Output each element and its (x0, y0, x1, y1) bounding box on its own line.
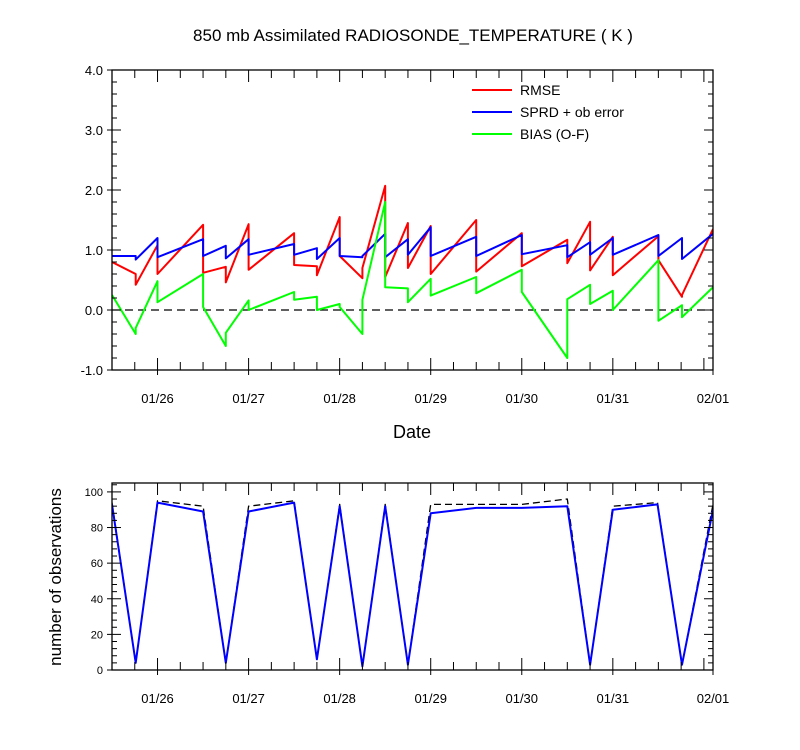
top-y-tick-label: 2.0 (85, 183, 103, 198)
top-legend-label: BIAS (O-F) (520, 126, 589, 142)
bottom-y-tick-label: 80 (91, 523, 103, 535)
top-y-tick-label: -1.0 (81, 363, 103, 378)
top-y-tick-label: 0.0 (85, 303, 103, 318)
bottom-x-tick-label: 01/26 (141, 691, 174, 706)
top-x-tick-label: 02/01 (697, 391, 730, 406)
bottom-chart-plot: 0 20 40 60 80 100 01/26 01/27 01/28 01/29 01/30 01/… (85, 482, 730, 706)
bottom-y-tick-label: 60 (91, 558, 103, 570)
bottom-series-possible-observations (112, 498, 713, 668)
bottom-y-tick-label: 20 (91, 629, 103, 641)
top-chart-x-axis-label: Date (393, 422, 431, 442)
bottom-x-tick-label: 01/28 (323, 691, 356, 706)
top-x-tick-label: 01/26 (141, 391, 174, 406)
top-x-tick-label: 01/27 (232, 391, 265, 406)
top-series-bias-o-f (112, 201, 713, 359)
bottom-frame (111, 482, 714, 671)
top-legend: RMSE SPRD + ob error BIAS (O-F) (472, 82, 624, 142)
top-legend-label: RMSE (520, 82, 560, 98)
bottom-series-assimilated-observations (112, 501, 713, 668)
bottom-x-tick-label: 01/27 (232, 691, 265, 706)
bottom-y-tick-label: 0 (97, 665, 103, 677)
bottom-x-tick-label: 01/30 (505, 691, 538, 706)
top-chart-title: 850 mb Assimilated RADIOSONDE_TEMPERATUR… (193, 26, 633, 45)
top-legend-label: SPRD + ob error (520, 104, 624, 120)
bottom-y-tick-label: 100 (85, 487, 103, 499)
top-y-tick-label: 1.0 (85, 243, 103, 258)
top-x-tick-label: 01/30 (505, 391, 538, 406)
bottom-x-tick-label: 01/29 (414, 691, 447, 706)
bottom-chart-y-axis-label: number of observations (46, 488, 65, 666)
top-x-tick-label: 01/31 (597, 391, 630, 406)
top-chart-plot: -1.0 0.0 1.0 2.0 3.0 4.0 01/26 01/27 01/28 01/29 0… (81, 63, 730, 406)
bottom-y-tick-label: 40 (91, 594, 103, 606)
bottom-x-tick-label: 01/31 (597, 691, 630, 706)
top-x-tick-label: 01/29 (414, 391, 447, 406)
top-x-tick-label: 01/28 (323, 391, 356, 406)
bottom-x-tick-label: 02/01 (697, 691, 730, 706)
top-frame (111, 69, 714, 371)
top-y-tick-label: 4.0 (85, 63, 103, 78)
top-y-tick-label: 3.0 (85, 123, 103, 138)
